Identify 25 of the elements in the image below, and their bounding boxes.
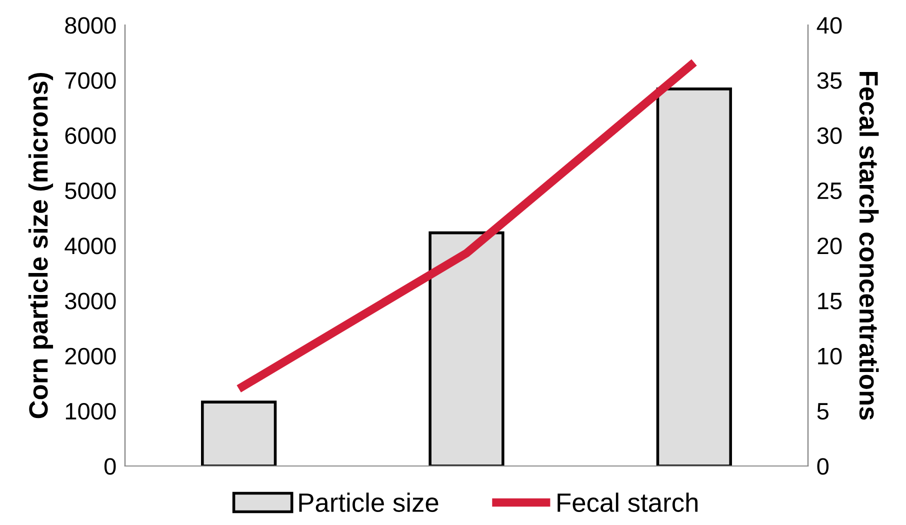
bar bbox=[428, 231, 504, 466]
legend-label: Fecal starch bbox=[558, 492, 698, 512]
y-tick-label: 1000 bbox=[66, 402, 116, 420]
y-tick-label: 7000 bbox=[65, 72, 116, 89]
y-tick-label: 8000 bbox=[65, 17, 116, 34]
y2-tick-label: 15 bbox=[818, 292, 842, 310]
y-tick-label: 5000 bbox=[65, 182, 116, 200]
y-tick-label: 3000 bbox=[65, 292, 116, 310]
y2-tick-label: 40 bbox=[816, 17, 842, 34]
bar bbox=[201, 400, 277, 466]
y-tick-label: 0 bbox=[104, 458, 116, 475]
y-tick-label: 6000 bbox=[65, 127, 116, 144]
y-tick-label: 4000 bbox=[64, 238, 116, 254]
bar bbox=[656, 88, 732, 466]
y2-tick-label: 30 bbox=[817, 127, 842, 144]
legend-label: Particle size bbox=[299, 492, 438, 512]
y2-axis-title: Fecal starch concentrations bbox=[859, 72, 879, 420]
y2-tick-label: 20 bbox=[818, 238, 842, 254]
y2-tick-label: 0 bbox=[817, 458, 829, 475]
y2-tick-label: 25 bbox=[818, 182, 842, 200]
y-tick-label: 2000 bbox=[65, 348, 116, 365]
y-axis-title: Corn particle size (microns) bbox=[28, 73, 54, 418]
y2-tick-label: 10 bbox=[818, 348, 842, 365]
y2-tick-label: 5 bbox=[817, 403, 828, 420]
y2-tick-label: 35 bbox=[817, 72, 842, 89]
